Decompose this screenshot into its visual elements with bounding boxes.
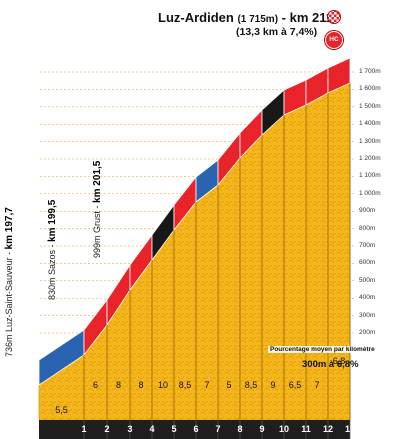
legend-note: Pourcentage moyen par kilomètre — [268, 346, 377, 353]
km-label: 6 — [193, 424, 199, 434]
km-label: 2 — [104, 424, 110, 434]
grade-label: 7 — [204, 380, 210, 390]
grade-label: 7 — [314, 380, 320, 390]
grade-label: 6 — [92, 380, 98, 390]
footer-stats: 300m à 6,8% — [302, 359, 359, 370]
y-tick-label: 1 200m — [359, 155, 381, 162]
y-tick-label: 500m — [359, 276, 376, 284]
climb-stats: (13,3 km à 7,4%) — [236, 26, 318, 38]
km-label: 13 — [344, 424, 355, 434]
marker-grust: 999m Grust - km 201,5 — [92, 160, 103, 258]
km-label: 1 — [81, 424, 87, 434]
y-tick-label: 700m — [359, 242, 376, 249]
y-tick-label: 1 100m — [359, 172, 381, 180]
grade-label: 5,5 — [55, 405, 68, 415]
km-label: 3 — [127, 424, 133, 434]
y-tick-label: 400m — [359, 294, 376, 302]
marker-luz-saint-sauveur: 736m Luz-Saint-Sauveur - km 197,7 — [4, 207, 15, 357]
grade-label: 8 — [138, 380, 144, 390]
grade-label: 6,8 — [332, 356, 346, 366]
summit-title: Luz-Ardiden (1 715m) - km 211 — [158, 10, 333, 25]
km-label: 9 — [259, 424, 265, 434]
km-label: 10 — [278, 424, 289, 434]
grade-label: 10 — [157, 380, 168, 390]
marker-sazos: 830m Sazos - km 199,5 — [47, 199, 58, 300]
y-tick-label: 200m — [359, 329, 376, 336]
y-tick-label: 800m — [359, 224, 376, 232]
y-tick-label: 1 400m — [359, 120, 381, 128]
km-label: 8 — [237, 424, 243, 434]
y-tick-label: 1 700m — [359, 68, 381, 75]
hc-badge-label: HC — [329, 36, 339, 43]
grade-label: 9 — [270, 380, 276, 390]
y-tick-label: 1 500m — [359, 102, 381, 110]
y-tick-label: 1 600m — [359, 85, 381, 93]
grade-label: 8,5 — [244, 380, 258, 390]
y-tick-label: 1 300m — [359, 137, 381, 145]
km-label: 4 — [149, 424, 155, 434]
summit-name: Luz-Ardiden — [158, 10, 234, 25]
grade-label: 6,5 — [288, 380, 302, 390]
hc-badge: HC — [325, 31, 343, 49]
km-label: 11 — [301, 424, 311, 434]
km-label: 7 — [215, 424, 221, 434]
y-tick-label: 600m — [359, 259, 376, 267]
grade-label: 8 — [115, 380, 121, 390]
km-label: 5 — [171, 424, 177, 434]
km-label: 12 — [322, 424, 333, 434]
y-tick-label: 900m — [359, 207, 376, 215]
km-dividers — [83, 83, 351, 420]
summit-altitude: (1 715m) — [237, 14, 279, 25]
profile-top-band — [38, 57, 351, 386]
y-tick-label: 1 000m — [359, 189, 381, 197]
checkered-flag-icon — [327, 10, 341, 24]
grade-label: 8,5 — [178, 380, 192, 390]
km-baseline — [39, 420, 351, 439]
km-axis-band — [39, 420, 350, 439]
y-tick-label: 300m — [359, 311, 376, 319]
grade-label: 5 — [226, 380, 232, 390]
summit-km: - km 211 — [281, 10, 333, 25]
